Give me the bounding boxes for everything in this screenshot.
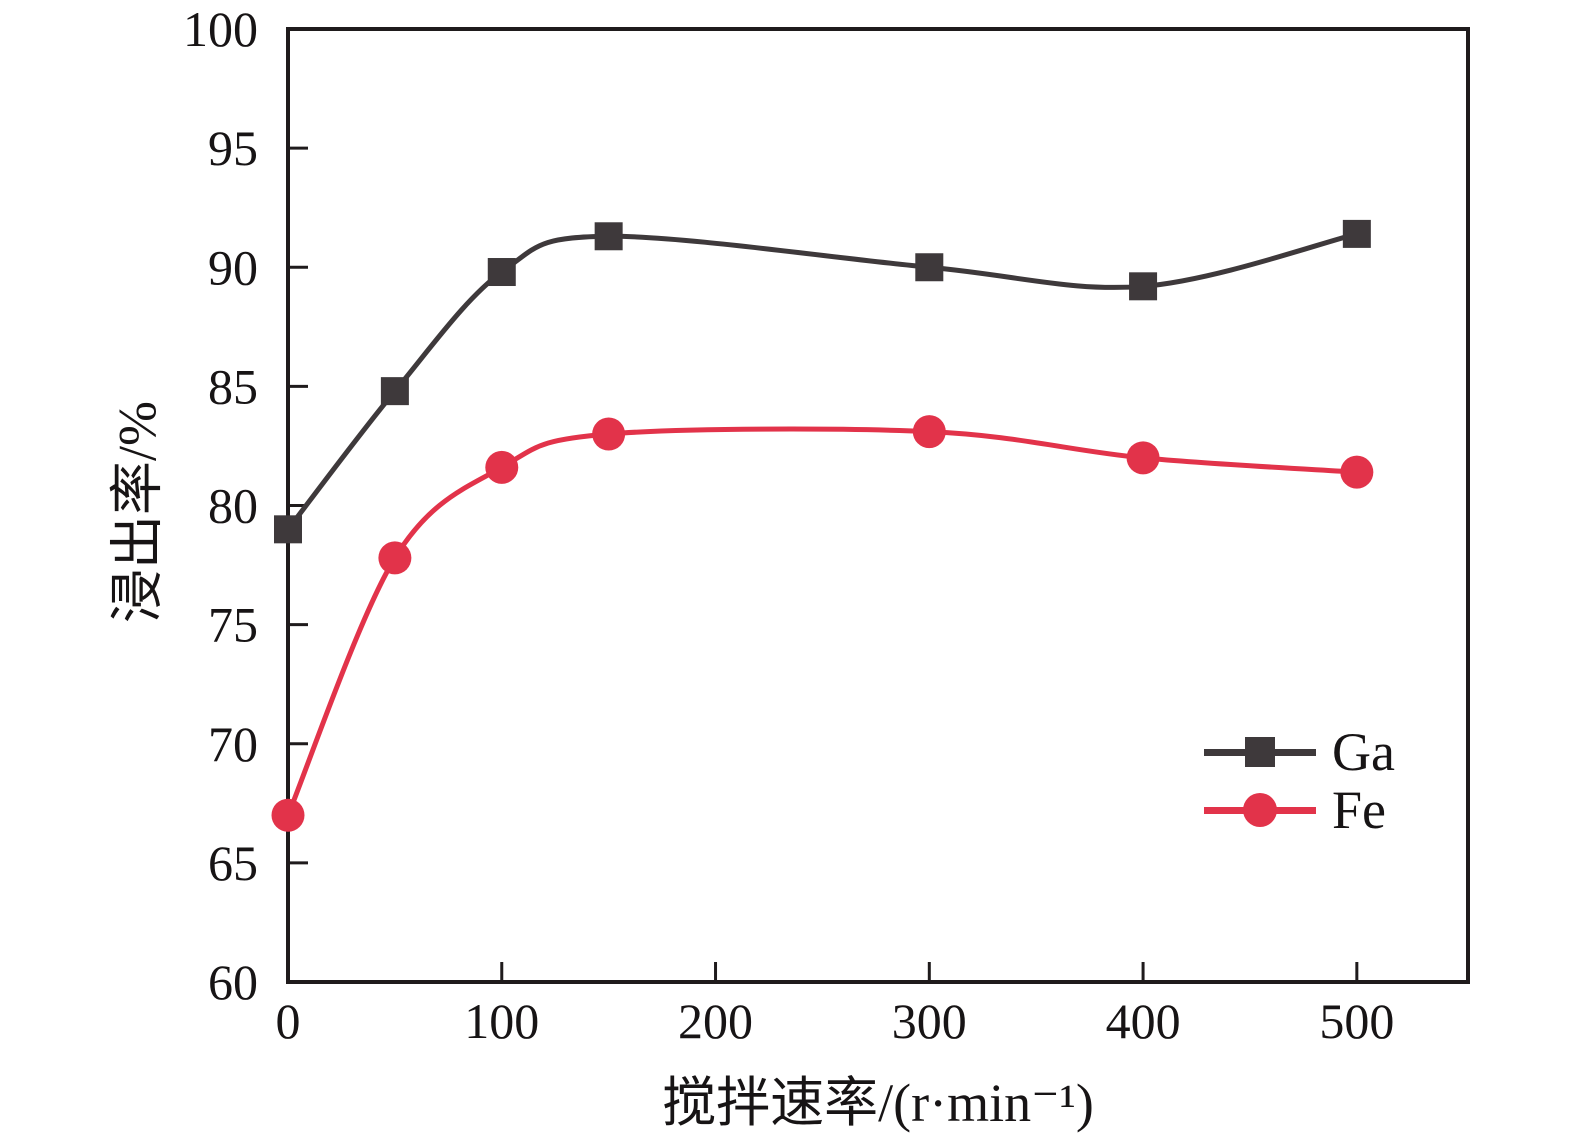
legend-marker-square [1245,737,1275,767]
y-tick-label: 100 [183,1,258,57]
data-point-marker-ga [915,253,944,282]
x-tick-label: 0 [276,993,301,1049]
plot-frame [286,27,1470,984]
data-point-marker-fe [592,417,626,451]
y-tick-label: 70 [208,716,258,772]
x-tick-label: 500 [1319,993,1394,1049]
y-tick-label: 75 [208,597,258,653]
y-tick-label: 85 [208,358,258,414]
data-point-marker-fe [1340,455,1374,489]
data-point-marker-ga [594,222,623,251]
y-tick-label: 95 [208,120,258,176]
data-point-marker-ga [1129,272,1158,301]
data-point-marker-fe [271,798,305,832]
y-tick-label: 90 [208,239,258,295]
legend-line-fe [1204,793,1316,827]
data-point-marker-fe [485,450,519,484]
legend-marker-circle [1243,793,1277,827]
legend-line-ga [1204,737,1316,767]
x-tick-label: 300 [892,993,967,1049]
data-point-marker-fe [378,541,412,575]
y-axis-title: 浸出率/% [107,401,168,623]
legend-label-fe: Fe [1332,780,1386,840]
data-point-marker-fe [912,415,946,449]
x-tick-label: 200 [678,993,753,1049]
x-axis-title: 搅拌速率/(r·min⁻¹) [662,1073,1094,1133]
y-tick-label: 60 [208,954,258,1010]
data-point-marker-ga [1342,219,1371,248]
y-tick-label: 65 [208,835,258,891]
x-tick-label: 100 [464,993,539,1049]
data-point-marker-ga [380,377,409,406]
legend-label-ga: Ga [1332,722,1395,782]
y-tick-label: 80 [208,478,258,534]
fe-line [285,426,1360,818]
data-point-marker-fe [1126,441,1160,475]
ga-line [285,231,1360,532]
data-point-marker-ga [274,515,302,544]
data-point-marker-ga [487,258,516,287]
legend-item-fe: Fe [1204,782,1395,838]
x-tick-label: 400 [1106,993,1181,1049]
legend-item-ga: Ga [1204,724,1395,780]
legend: Ga Fe [1204,724,1395,838]
